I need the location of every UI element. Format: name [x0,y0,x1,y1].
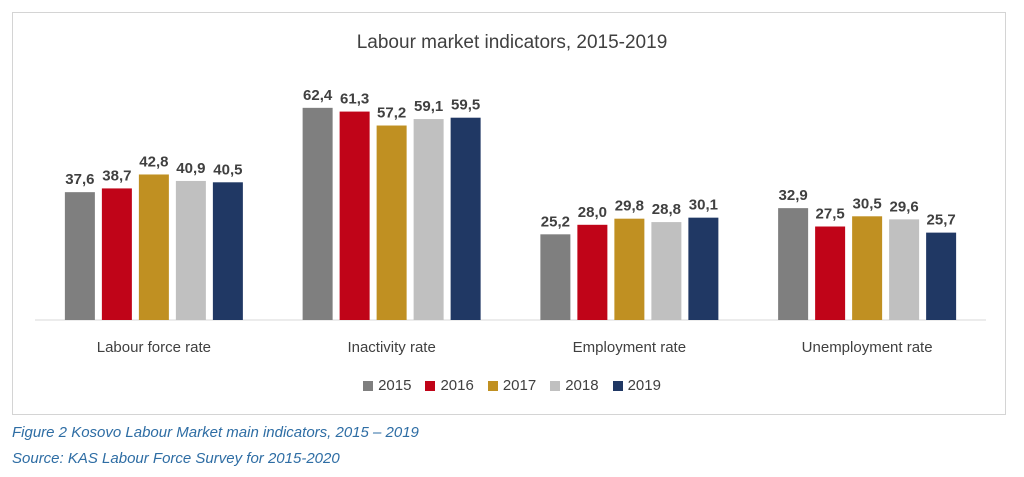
bar [413,119,444,320]
chart-title: Labour market indicators, 2015-2019 [356,32,668,53]
legend-swatch [612,380,623,391]
data-label: 28,8 [652,201,681,218]
bar [376,125,407,321]
legend-item: 2015 [363,377,411,394]
bar [339,111,370,320]
data-label: 62,4 [303,87,333,104]
legend-swatch [487,380,498,391]
legend-swatch [425,380,436,391]
bar [138,174,169,320]
data-label: 27,5 [816,206,845,223]
legend-swatch [363,380,374,391]
figure-caption: Figure 2 Kosovo Labour Market main indic… [12,424,419,441]
bar [450,117,481,320]
bar [64,192,95,320]
bar [175,180,206,320]
bar [212,182,243,320]
data-label: 59,1 [414,98,443,115]
legend-item: 2017 [487,377,537,394]
bar [778,208,809,320]
bar [889,219,920,320]
data-label: 29,6 [890,198,919,215]
legend-item: 2016 [425,377,474,394]
bar [101,188,132,320]
x-tick-label: Employment rate [573,339,686,356]
bar [688,217,719,320]
x-tick-label: Labour force rate [97,339,211,356]
bar [926,232,957,320]
data-label: 40,9 [176,160,205,177]
bar [651,222,682,320]
data-label: 40,5 [213,161,242,178]
legend-label: 2018 [565,377,599,394]
chart-legend: 2015 2016 2017 2018 2019 [0,377,1024,394]
legend-label: 2017 [502,377,537,394]
legend-label: 2019 [627,377,661,394]
data-label: 28,0 [578,204,607,221]
data-label: 25,7 [927,212,956,229]
bar [302,107,333,320]
bar [852,216,883,320]
data-label: 25,2 [541,213,570,230]
legend-label: 2016 [440,377,474,394]
legend-label: 2015 [378,377,412,394]
x-tick-label: Inactivity rate [347,339,435,356]
data-label: 61,3 [340,91,369,108]
bar [815,226,846,320]
legend-swatch [550,380,561,391]
data-label: 30,1 [689,197,718,214]
bar [614,218,645,320]
data-label: 42,8 [139,153,168,170]
data-label: 29,8 [615,198,644,215]
bar [577,224,608,320]
source-caption: Source: KAS Labour Force Survey for 2015… [12,450,340,467]
data-label: 57,2 [377,105,406,122]
data-label: 59,5 [451,97,480,114]
x-tick-label: Unemployment rate [802,339,933,356]
data-label: 30,5 [853,195,882,212]
bar [540,234,571,320]
legend-item: 2018 [550,377,599,394]
data-label: 32,9 [779,187,808,204]
legend-item: 2019 [612,377,661,394]
data-label: 37,6 [65,171,94,188]
data-label: 38,7 [102,167,131,184]
